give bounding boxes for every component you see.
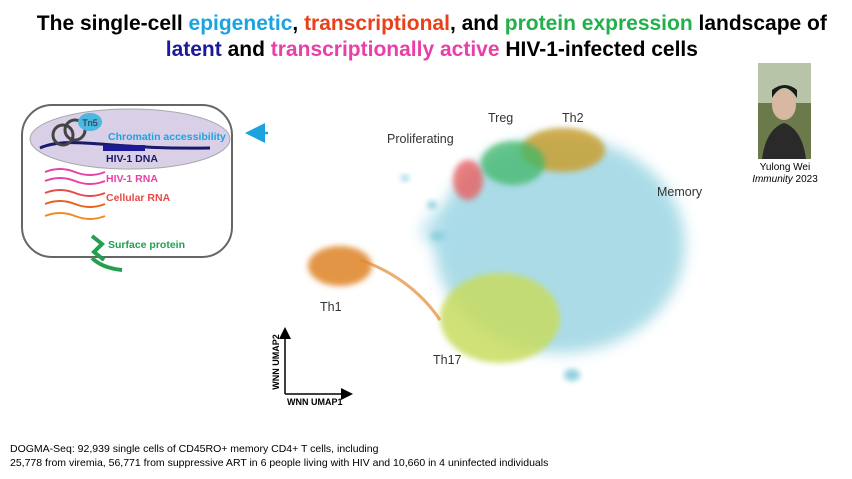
- title-text: transcriptionally active: [271, 38, 500, 61]
- cluster-label: Memory: [657, 185, 703, 199]
- cell-diagram: Tn5 Chromatin accessibility HIV-1 DNA HI…: [21, 104, 268, 272]
- photo-citation: Immunity 2023: [752, 174, 818, 185]
- surface-label: Surface protein: [108, 239, 185, 251]
- title-text: and: [222, 38, 271, 61]
- x-axis-label: WNN UMAP1: [287, 397, 343, 407]
- title-text: landscape of: [693, 12, 828, 35]
- hiv-rna-label: HIV-1 RNA: [106, 173, 158, 185]
- cluster-label: Proliferating: [387, 132, 454, 146]
- cluster-label: Treg: [488, 111, 513, 125]
- title-text: , and: [450, 12, 505, 35]
- title-text: The single-cell: [37, 12, 189, 35]
- portrait: Yulong Wei Immunity 2023: [752, 63, 818, 185]
- title-text: ,: [292, 12, 304, 35]
- dna-label: HIV-1 DNA: [106, 153, 158, 165]
- cluster-label: Th17: [433, 353, 462, 367]
- title-line-1: The single-cell epigenetic, transcriptio…: [19, 12, 832, 35]
- title-text: latent: [166, 38, 222, 61]
- photo-name: Yulong Wei: [760, 162, 810, 173]
- cluster-label: Th1: [320, 300, 342, 314]
- title-text: protein expression: [505, 12, 693, 35]
- title-line-2: latent and transcriptionally active HIV-…: [148, 38, 704, 61]
- cluster-label: Th2: [562, 111, 584, 125]
- title-text: HIV-1-infected cells: [500, 38, 698, 61]
- cellular-rna-label: Cellular RNA: [106, 192, 171, 204]
- umap-plot: Proliferating Treg Th2 Memory Th1 Th17 W…: [271, 111, 703, 407]
- y-axis-label: WNN UMAP2: [271, 334, 281, 390]
- title-text: epigenetic: [189, 12, 293, 35]
- footer-line: DOGMA-Seq: 92,939 single cells of CD45RO…: [10, 443, 379, 455]
- year: 2023: [793, 174, 818, 185]
- footer-line: 25,778 from viremia, 56,771 from suppres…: [10, 457, 548, 469]
- title-text: transcriptional: [304, 12, 450, 35]
- tn5-label: Tn5: [82, 118, 98, 128]
- journal: Immunity: [752, 174, 794, 185]
- chromatin-label: Chromatin accessibility: [108, 131, 226, 143]
